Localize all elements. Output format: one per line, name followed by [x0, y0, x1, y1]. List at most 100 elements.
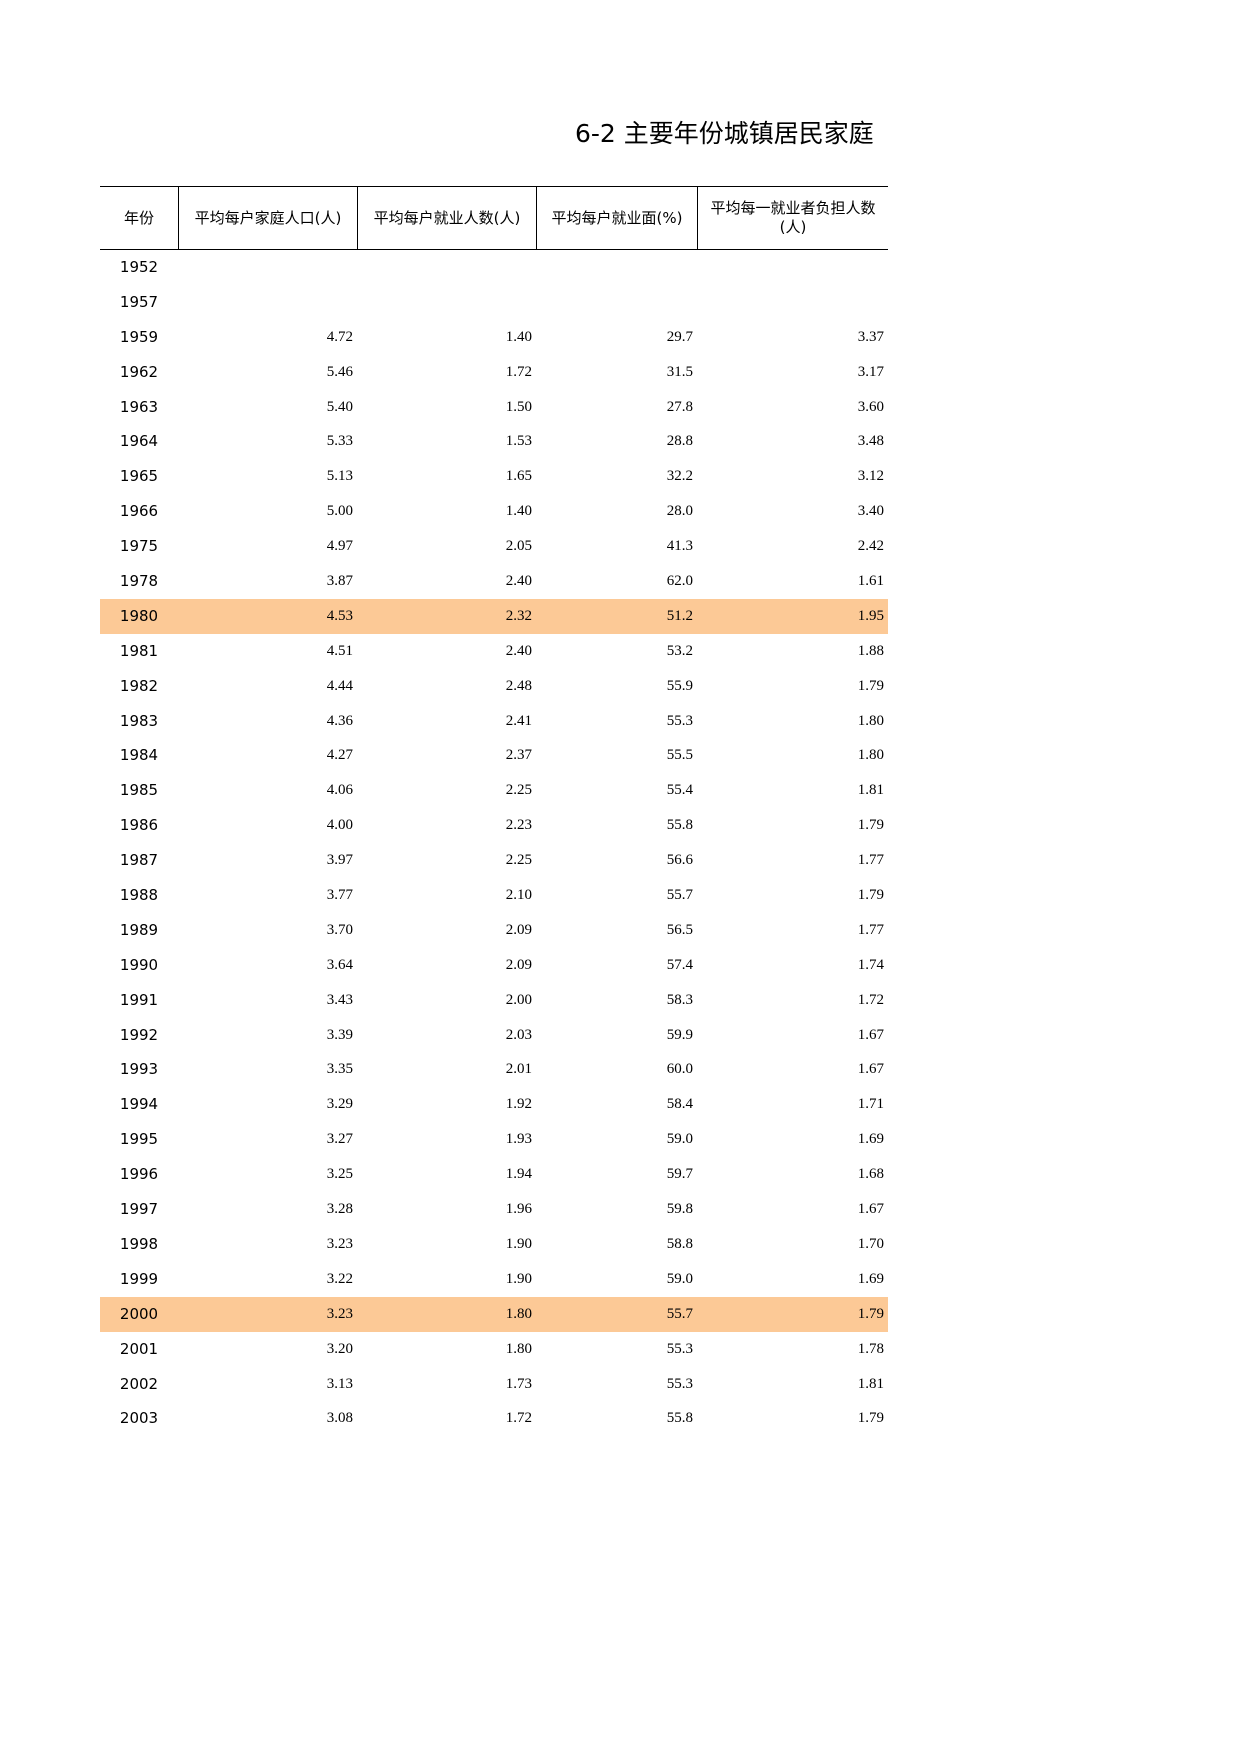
value-cell: 3.48: [857, 433, 884, 450]
value-cell: 1.40: [505, 503, 532, 520]
table-row: 1999 3.22 1.90 59.0 1.69: [100, 1262, 888, 1297]
value-cell: 1.73: [505, 1375, 532, 1392]
table-header: 年份 平均每户家庭人口(人) 平均每户就业人数(人) 平均每户就业面(%) 平均每一就业…: [100, 186, 888, 250]
value-cell: 1.80: [857, 712, 884, 729]
value-cell: 2.10: [505, 887, 532, 904]
value-cell: 1.92: [505, 1096, 532, 1113]
value-cell: 1.95: [857, 607, 884, 624]
year-cell: 1980: [119, 606, 159, 625]
year-cell: 1964: [119, 432, 159, 451]
value-cell: 60.0: [666, 1061, 693, 1078]
column-header: 平均每户就业面(%): [536, 187, 697, 249]
value-cell: 4.51: [326, 642, 353, 659]
year-cell: 1957: [119, 292, 159, 311]
value-cell: 5.46: [326, 363, 353, 380]
value-cell: 1.96: [505, 1201, 532, 1218]
year-cell: 1988: [119, 886, 159, 905]
value-cell: 4.97: [326, 538, 353, 555]
value-cell: 1.78: [857, 1340, 884, 1357]
value-cell: 3.87: [326, 573, 353, 590]
year-cell: 2001: [119, 1339, 159, 1358]
value-cell: 2.23: [505, 817, 532, 834]
value-cell: 2.48: [505, 677, 532, 694]
table-row: 2000 3.23 1.80 55.7 1.79: [100, 1296, 888, 1332]
value-cell: 1.40: [505, 328, 532, 345]
value-cell: 1.90: [505, 1270, 532, 1287]
table-row: 1988 3.77 2.10 55.7 1.79: [100, 878, 888, 913]
value-cell: 1.90: [505, 1235, 532, 1252]
column-header: 平均每一就业者负担人数(人): [697, 187, 888, 249]
table-row: 2002 3.13 1.73 55.3 1.81: [100, 1367, 888, 1402]
value-cell: 56.6: [666, 852, 693, 869]
table-row: 1991 3.43 2.00 58.3 1.72: [100, 983, 888, 1018]
value-cell: 3.25: [326, 1166, 353, 1183]
year-cell: 1996: [119, 1165, 159, 1184]
value-cell: 1.50: [505, 398, 532, 415]
value-cell: 55.9: [666, 677, 693, 694]
value-cell: 1.67: [857, 1061, 884, 1078]
table-row: 1980 4.53 2.32 51.2 1.95: [100, 598, 888, 634]
value-cell: 2.37: [505, 747, 532, 764]
value-cell: 4.36: [326, 712, 353, 729]
year-cell: 1999: [119, 1269, 159, 1288]
table-row: 1997 3.28 1.96 59.8 1.67: [100, 1192, 888, 1227]
value-cell: 5.13: [326, 468, 353, 485]
value-cell: 59.0: [666, 1131, 693, 1148]
year-cell: 1998: [119, 1234, 159, 1253]
table-row: 1963 5.40 1.50 27.8 3.60: [100, 390, 888, 425]
value-cell: 55.3: [666, 1375, 693, 1392]
value-cell: 1.88: [857, 642, 884, 659]
year-cell: 1987: [119, 851, 159, 870]
value-cell: 28.0: [666, 503, 693, 520]
value-cell: 27.8: [666, 398, 693, 415]
value-cell: 1.61: [857, 573, 884, 590]
value-cell: 1.77: [857, 852, 884, 869]
table-row: 1987 3.97 2.25 56.6 1.77: [100, 843, 888, 878]
value-cell: 1.94: [505, 1166, 532, 1183]
value-cell: 3.17: [857, 363, 884, 380]
value-cell: 28.8: [666, 433, 693, 450]
value-cell: 1.67: [857, 1026, 884, 1043]
value-cell: 1.69: [857, 1270, 884, 1287]
year-cell: 2003: [119, 1409, 159, 1428]
year-cell: 1986: [119, 816, 159, 835]
value-cell: 32.2: [666, 468, 693, 485]
value-cell: 29.7: [666, 328, 693, 345]
value-cell: 3.35: [326, 1061, 353, 1078]
value-cell: 3.97: [326, 852, 353, 869]
table-row: 1992 3.39 2.03 59.9 1.67: [100, 1018, 888, 1053]
year-cell: 1997: [119, 1200, 159, 1219]
table-row: 2003 3.08 1.72 55.8 1.79: [100, 1401, 888, 1436]
table-row: 1952: [100, 250, 888, 285]
column-header: 平均每户家庭人口(人): [178, 187, 357, 249]
table-row: 1998 3.23 1.90 58.8 1.70: [100, 1227, 888, 1262]
value-cell: 57.4: [666, 956, 693, 973]
year-cell: 1985: [119, 781, 159, 800]
value-cell: 3.43: [326, 991, 353, 1008]
value-cell: 2.32: [505, 607, 532, 624]
value-cell: 2.01: [505, 1061, 532, 1078]
value-cell: 59.9: [666, 1026, 693, 1043]
value-cell: 3.29: [326, 1096, 353, 1113]
value-cell: 3.23: [326, 1235, 353, 1252]
table-row: 1989 3.70 2.09 56.5 1.77: [100, 913, 888, 948]
column-header: 平均每户就业人数(人): [357, 187, 536, 249]
value-cell: 1.68: [857, 1166, 884, 1183]
value-cell: 4.00: [326, 817, 353, 834]
value-cell: 55.7: [666, 887, 693, 904]
value-cell: 2.05: [505, 538, 532, 555]
year-cell: 1991: [119, 990, 159, 1009]
year-cell: 2000: [119, 1304, 159, 1323]
table-row: 1984 4.27 2.37 55.5 1.80: [100, 738, 888, 773]
value-cell: 3.77: [326, 887, 353, 904]
table-row: 2001 3.20 1.80 55.3 1.78: [100, 1332, 888, 1367]
year-cell: 1990: [119, 955, 159, 974]
value-cell: 5.40: [326, 398, 353, 415]
year-cell: 1993: [119, 1060, 159, 1079]
value-cell: 1.71: [857, 1096, 884, 1113]
value-cell: 1.72: [505, 1410, 532, 1427]
year-cell: 1984: [119, 746, 159, 765]
value-cell: 2.40: [505, 642, 532, 659]
year-cell: 1994: [119, 1095, 159, 1114]
